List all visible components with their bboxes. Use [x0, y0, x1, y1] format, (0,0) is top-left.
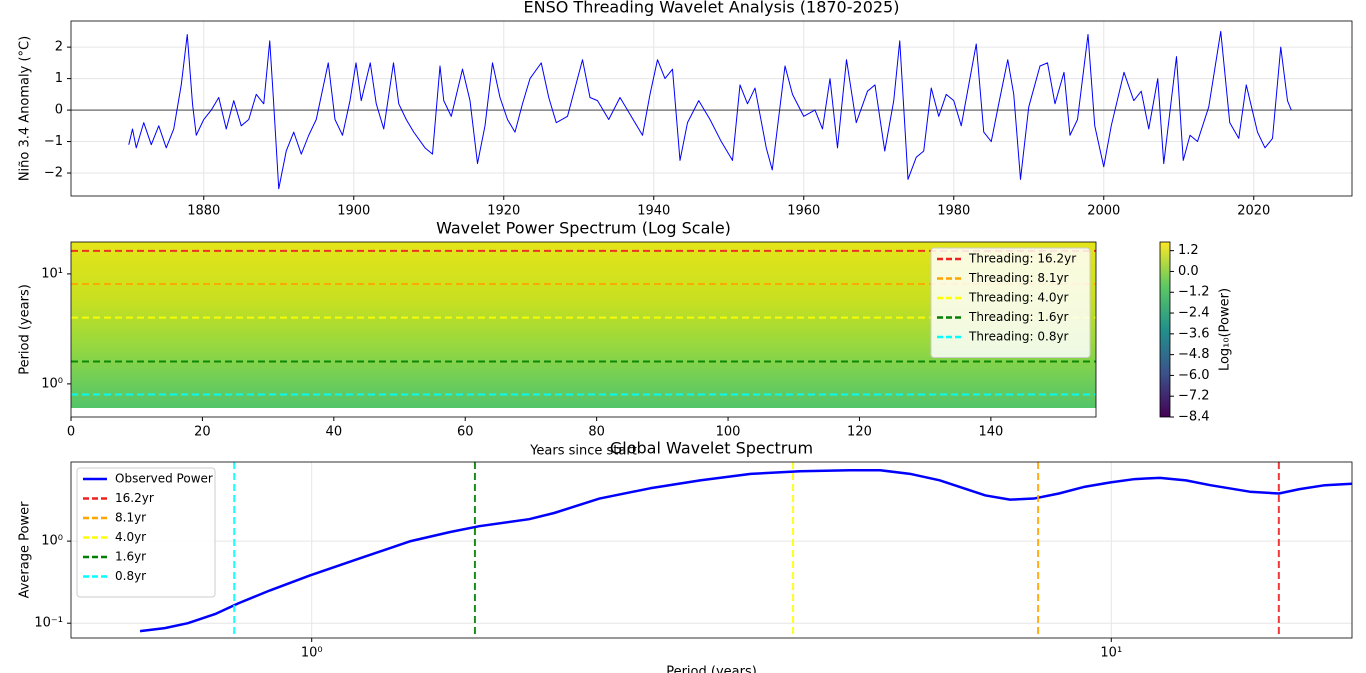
y-tick-label: −2	[44, 166, 63, 181]
x-tick-label: 1900	[337, 204, 370, 219]
x-tick-label: 20	[194, 425, 211, 440]
legend-box	[76, 467, 216, 598]
colorbar-tick-label: −8.4	[1178, 410, 1210, 425]
colorbar	[1159, 241, 1171, 418]
colorbar-tick-label: −6.0	[1178, 368, 1210, 383]
x-axis-label: Years since start	[529, 444, 637, 459]
x-tick-label: 140	[978, 425, 1003, 440]
legend-label: Threading: 16.2yr	[968, 252, 1076, 266]
colorbar-tick-label: 1.2	[1178, 243, 1199, 258]
x-tick-label: 0	[67, 425, 75, 440]
x-tick-label: 10⁰	[301, 646, 323, 661]
colorbar-tick-label: −2.4	[1178, 306, 1210, 321]
x-tick-label: 2020	[1237, 204, 1270, 219]
x-tick-label: 100	[716, 425, 741, 440]
x-tick-label: 1940	[637, 204, 670, 219]
plot-area	[71, 462, 1352, 638]
legend-label: 4.0yr	[115, 530, 146, 544]
data-line	[128, 30, 1292, 190]
x-tick-label: 1880	[187, 204, 220, 219]
legend-label: 8.1yr	[115, 511, 146, 525]
x-tick-label: 120	[847, 425, 872, 440]
legend-box	[930, 247, 1091, 358]
x-tick-label: 10¹	[1100, 646, 1122, 661]
y-tick-label: 10⁰	[41, 376, 63, 391]
chart-title: Global Wavelet Spectrum	[610, 439, 813, 458]
legend-label: Threading: 1.6yr	[968, 310, 1069, 324]
colorbar-tick-label: −3.6	[1178, 326, 1210, 341]
x-tick-label: 60	[457, 425, 474, 440]
y-tick-label: 10¹	[41, 266, 63, 281]
x-tick-label: 1980	[937, 204, 970, 219]
legend-label: 0.8yr	[115, 569, 146, 583]
colorbar-tick-label: −4.8	[1178, 347, 1210, 362]
colorbar-tick-label: −1.2	[1178, 285, 1210, 300]
y-axis-label: Niño 3.4 Anomaly (°C)	[18, 36, 33, 181]
axes-frame	[70, 241, 1097, 418]
y-tick-label: 10⁻¹	[34, 616, 63, 631]
plot-area	[71, 242, 1096, 408]
y-tick-label: −1	[44, 134, 63, 149]
chart-title: Wavelet Power Spectrum (Log Scale)	[436, 219, 731, 238]
chart-title: ENSO Threading Wavelet Analysis (1870-20…	[524, 0, 900, 17]
y-tick-label: 1	[55, 71, 63, 86]
y-axis-label: Average Power	[18, 501, 33, 598]
colorbar-tick-label: 0.0	[1178, 264, 1199, 279]
x-tick-label: 1920	[487, 204, 520, 219]
plot-area	[71, 21, 1352, 196]
data-line	[139, 469, 1352, 633]
x-axis-label: Period (years)	[666, 665, 757, 673]
legend-label: Threading: 8.1yr	[968, 271, 1069, 285]
y-tick-label: 2	[55, 40, 63, 55]
axes-frame	[70, 20, 1353, 197]
colorbar-tick-label: −7.2	[1178, 389, 1210, 404]
x-tick-label: 80	[588, 425, 605, 440]
legend-label: Threading: 4.0yr	[968, 291, 1069, 305]
x-tick-label: 40	[326, 425, 343, 440]
x-tick-label: 2000	[1087, 204, 1120, 219]
legend-label: Threading: 0.8yr	[968, 330, 1069, 344]
colorbar-label: Log₁₀(Power)	[1218, 288, 1233, 371]
axes-frame	[70, 461, 1353, 639]
x-tick-label: 1960	[787, 204, 820, 219]
y-tick-label: 10⁰	[41, 534, 63, 549]
legend-label: 16.2yr	[115, 491, 154, 505]
legend-label: 1.6yr	[115, 550, 146, 564]
y-axis-label: Period (years)	[18, 284, 33, 375]
legend-label: Observed Power	[115, 472, 213, 486]
y-tick-label: 0	[55, 103, 63, 118]
heatmap	[71, 242, 1096, 408]
